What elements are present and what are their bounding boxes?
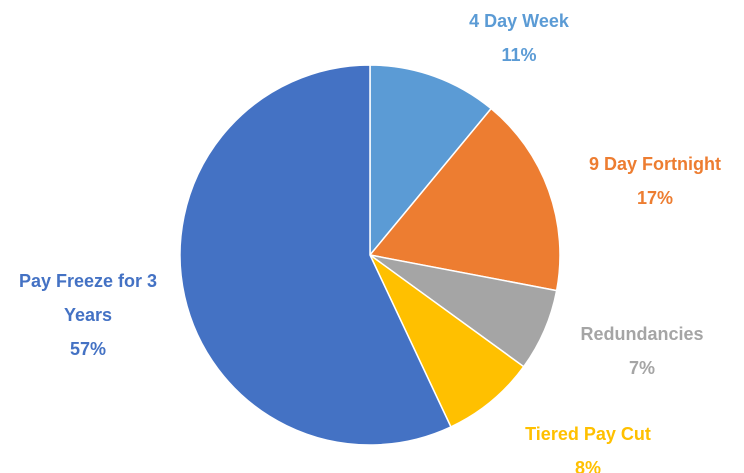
category-label: 9 Day Fortnight [588, 154, 721, 174]
slice-label: Redundancies 7% [542, 317, 742, 385]
pie-slice [369, 254, 525, 428]
value-label: 57% [69, 339, 107, 359]
pie-slice [179, 64, 452, 446]
value-label: 17% [636, 188, 674, 208]
value-label: 7% [628, 358, 655, 378]
category-label: Pay Freeze for 3 Years [18, 271, 158, 325]
slice-label: 4 Day Week 11% [419, 4, 619, 72]
value-label: 11% [501, 45, 537, 65]
category-label: Tiered Pay Cut [525, 424, 651, 444]
category-label: Redundancies [580, 324, 704, 344]
slice-label: Tiered Pay Cut 8% [488, 417, 688, 473]
pie-slice [369, 64, 493, 258]
slice-label: 9 Day Fortnight 17% [555, 147, 744, 215]
value-label: 8% [574, 458, 601, 473]
pie-slice [368, 107, 561, 292]
slice-label: Pay Freeze for 3 Years 57% [3, 264, 173, 366]
category-label: 4 Day Week [469, 11, 569, 31]
